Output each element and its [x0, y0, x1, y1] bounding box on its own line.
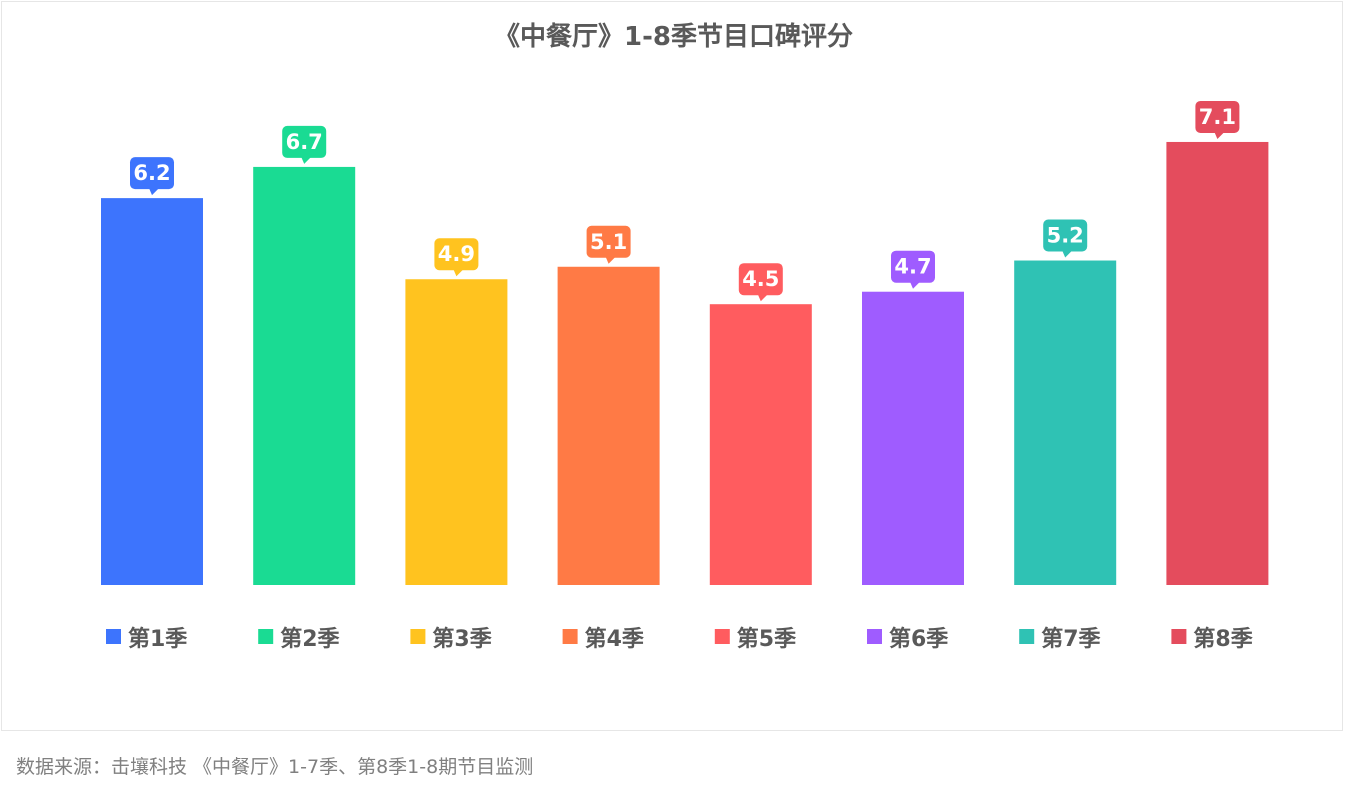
bar-4: [557, 266, 660, 585]
data-source-note: 数据来源：击壤科技 《中餐厅》1-7季、第8季1-8期节目监测: [16, 756, 534, 778]
data-label-pointer-2: [301, 156, 312, 164]
data-label-bg-1: [130, 157, 174, 190]
data-label-4: 5.1: [590, 230, 627, 254]
data-label-bg-5: [738, 263, 783, 296]
data-label-3: 4.9: [438, 242, 475, 266]
data-label-pointer-1: [149, 188, 159, 196]
chart-frame: [1, 1, 1343, 731]
bar-1: [101, 198, 203, 585]
data-label-pointer-8: [1214, 131, 1225, 139]
data-label-1: 6.2: [133, 161, 170, 185]
legend-label-4: 第4季: [585, 626, 644, 652]
bar-7: [1014, 260, 1117, 585]
legend-swatch-6: [867, 629, 882, 644]
data-label-pointer-7: [1062, 250, 1073, 258]
bar-5: [709, 304, 812, 585]
data-label-6: 4.7: [894, 255, 931, 279]
legend-label-7: 第7季: [1041, 626, 1100, 652]
bar-2: [253, 166, 356, 586]
data-label-5: 4.5: [742, 267, 779, 291]
data-label-pointer-5: [757, 294, 768, 302]
legend-label-1: 第1季: [128, 626, 187, 652]
legend-swatch-1: [106, 629, 121, 644]
data-label-pointer-4: [605, 256, 616, 264]
legend-swatch-5: [714, 629, 730, 644]
data-label-bg-3: [434, 238, 479, 271]
data-label-8: 7.1: [1199, 105, 1236, 129]
data-label-2: 6.7: [286, 130, 323, 154]
data-label-bg-8: [1195, 100, 1240, 133]
data-label-pointer-3: [453, 269, 464, 277]
data-label-bg-2: [282, 125, 327, 158]
chart-title: 《中餐厅》1-8季节目口碑评分: [494, 22, 853, 52]
data-label-bg-7: [1043, 219, 1088, 252]
data-label-bg-4: [586, 225, 631, 258]
legend-swatch-4: [562, 629, 578, 644]
legend-swatch-7: [1019, 629, 1035, 644]
bar-6: [862, 291, 964, 585]
legend-label-8: 第8季: [1193, 626, 1252, 652]
data-label-7: 5.2: [1047, 224, 1084, 248]
legend-label-2: 第2季: [280, 626, 339, 652]
legend-swatch-3: [410, 629, 426, 644]
data-label-pointer-6: [910, 281, 920, 289]
legend-swatch-8: [1171, 629, 1187, 644]
legend-label-5: 第5季: [737, 626, 796, 652]
data-label-bg-6: [891, 250, 935, 283]
bar-8: [1166, 141, 1269, 585]
legend-label-6: 第6季: [889, 626, 948, 652]
legend-swatch-2: [258, 629, 274, 644]
bar-3: [405, 279, 508, 585]
legend-label-3: 第3季: [432, 626, 491, 652]
